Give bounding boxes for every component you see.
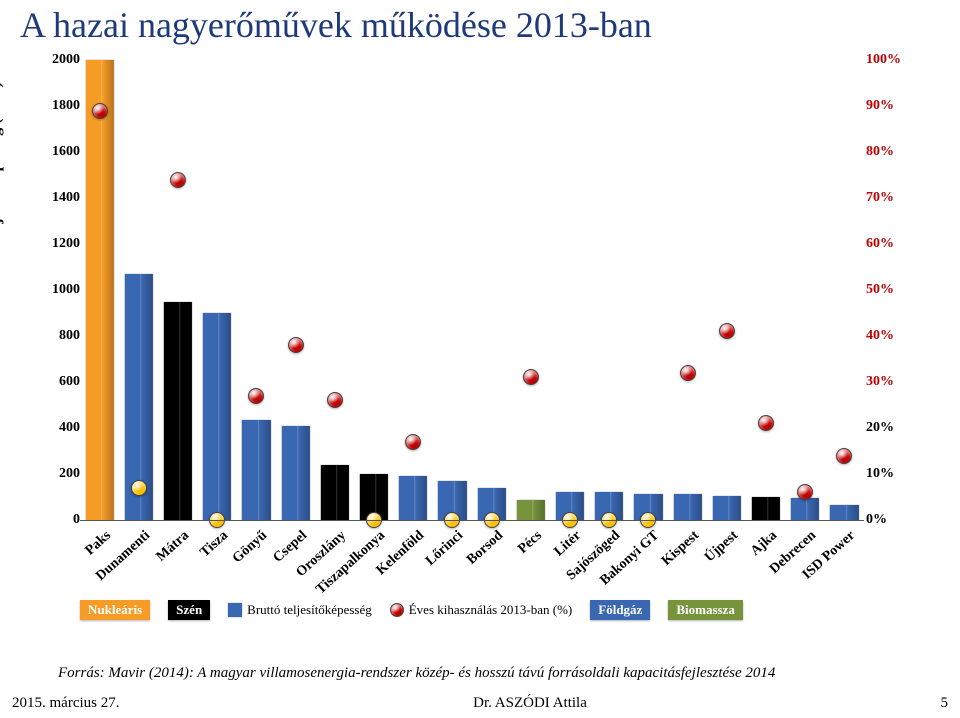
y-axis-label: Bruttó teljesítőképesség (MW) <box>0 82 5 290</box>
x-tick-label: Újpest <box>702 528 742 566</box>
y2-tick: 80% <box>866 144 906 160</box>
bar <box>85 60 113 520</box>
x-tick-label: Borsod <box>464 528 507 569</box>
legend-item: Éves kihasználás 2013-ban (%) <box>390 602 573 618</box>
capacity-chart: Bruttó teljesítőképesség (MW) Éves kihas… <box>12 60 948 618</box>
y2-tick: 30% <box>866 374 906 390</box>
legend-item: Biomassza <box>668 600 743 620</box>
legend-label: Bruttó teljesítőképesség <box>247 602 372 618</box>
y2-tick: 50% <box>866 282 906 298</box>
y-tick: 200 <box>46 466 80 482</box>
legend-label: Éves kihasználás 2013-ban (%) <box>409 602 573 618</box>
footer-page: 5 <box>941 695 949 712</box>
y2-tick: 20% <box>866 420 906 436</box>
bar <box>713 496 741 520</box>
y2-tick: 90% <box>866 98 906 114</box>
y-tick: 1000 <box>46 282 80 298</box>
utilization-marker <box>248 388 264 404</box>
x-tick-label: Ajka <box>748 528 781 560</box>
utilization-marker <box>170 172 186 188</box>
y2-tick: 100% <box>866 52 906 68</box>
x-tick-label: Paks <box>82 528 114 559</box>
utilization-marker <box>719 323 735 339</box>
utilization-marker <box>327 392 343 408</box>
bar <box>752 497 780 520</box>
x-tick-label: Mátra <box>154 528 193 565</box>
legend-badge: Biomassza <box>668 600 743 620</box>
y-tick: 800 <box>46 328 80 344</box>
slide: A hazai nagyerőművek működése 2013-ban B… <box>0 0 960 718</box>
footer-date: 2015. március 27. <box>12 695 119 712</box>
legend-item: Nukleáris <box>80 600 150 620</box>
legend-badge: Nukleáris <box>80 600 150 620</box>
y-tick: 0 <box>46 512 80 528</box>
legend-badge: Szén <box>168 600 210 620</box>
y2-tick: 10% <box>866 466 906 482</box>
bar <box>791 498 819 520</box>
y-tick: 2000 <box>46 52 80 68</box>
plot-area <box>80 60 864 520</box>
legend-item: Földgáz <box>590 600 650 620</box>
legend-item: Szén <box>168 600 210 620</box>
x-tick-label: Tisza <box>198 528 232 561</box>
bar <box>321 465 349 520</box>
utilization-marker <box>758 415 774 431</box>
y-tick: 1400 <box>46 190 80 206</box>
footer: 2015. március 27. Dr. ASZÓDI Attila 5 <box>12 695 948 712</box>
y-tick: 1200 <box>46 236 80 252</box>
y2-tick: 40% <box>866 328 906 344</box>
footer-author: Dr. ASZÓDI Attila <box>473 695 587 712</box>
bar <box>203 313 231 520</box>
y2-tick: 70% <box>866 190 906 206</box>
bar <box>242 420 270 520</box>
legend: Nukleáris Szén Bruttó teljesítőképesség Éve… <box>80 600 864 620</box>
x-tick-label: Kispest <box>659 528 703 570</box>
y-tick: 1600 <box>46 144 80 160</box>
utilization-marker <box>836 448 852 464</box>
utilization-marker <box>131 480 147 496</box>
y-tick: 600 <box>46 374 80 390</box>
bar <box>673 494 701 520</box>
legend-badge: Földgáz <box>590 600 650 620</box>
x-tick-label: Lőrinci <box>423 528 467 570</box>
y2-tick: 0% <box>866 512 906 528</box>
bar <box>399 476 427 520</box>
source-text: Forrás: Mavir (2014): A magyar villamose… <box>58 665 775 682</box>
utilization-marker <box>405 434 421 450</box>
x-axis-line <box>80 520 864 521</box>
legend-marker <box>390 603 404 617</box>
bar <box>517 500 545 520</box>
utilization-marker <box>797 484 813 500</box>
utilization-marker <box>680 365 696 381</box>
legend-item: Bruttó teljesítőképesség <box>228 602 372 618</box>
bar <box>281 426 309 520</box>
utilization-marker <box>92 103 108 119</box>
slide-title: A hazai nagyerőművek működése 2013-ban <box>20 4 652 46</box>
x-tick-label: Pécs <box>515 528 545 558</box>
legend-swatch <box>228 603 242 617</box>
x-tick-label: Gönyű <box>230 528 271 567</box>
bar <box>830 505 858 520</box>
bar <box>164 302 192 521</box>
utilization-marker <box>288 337 304 353</box>
utilization-marker <box>523 369 539 385</box>
y-tick: 400 <box>46 420 80 436</box>
y-tick: 1800 <box>46 98 80 114</box>
y2-tick: 60% <box>866 236 906 252</box>
x-tick-label: Litér <box>551 528 584 560</box>
